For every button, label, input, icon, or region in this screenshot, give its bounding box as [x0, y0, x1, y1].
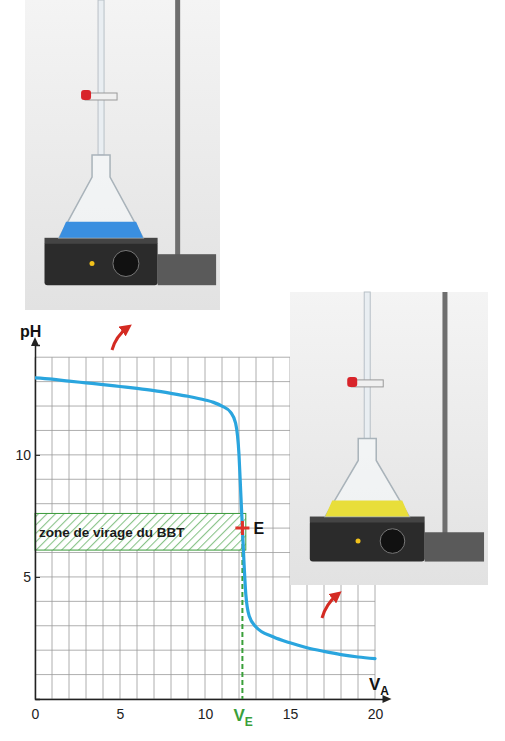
photo	[290, 292, 488, 585]
grid-line-y	[35, 625, 375, 626]
x-tick: 0	[32, 699, 40, 722]
stand-rod	[442, 292, 447, 544]
indicator-zone	[35, 513, 246, 550]
photo	[25, 0, 220, 310]
stand-rod	[175, 0, 180, 267]
y-tick: 10	[15, 447, 40, 463]
y-tick-label: 10	[15, 447, 31, 463]
stirrer-light	[356, 539, 361, 544]
stirrer-top	[45, 238, 158, 244]
stand-base	[425, 532, 484, 561]
arrow	[322, 595, 337, 618]
equivalence-volume-label-sub: E	[245, 715, 253, 729]
y-axis: 5 10	[15, 346, 40, 700]
x-tick-label: 10	[198, 706, 214, 722]
flask	[59, 155, 143, 238]
x-tick-label: 20	[368, 706, 384, 722]
x-axis-title-main: V	[369, 675, 381, 694]
y-tick-mark	[35, 455, 40, 456]
x-axis-title-sub: A	[380, 684, 389, 698]
grid-line-y	[35, 674, 375, 675]
y-tick: 5	[23, 569, 40, 585]
equivalence-volume-label: VE	[233, 706, 252, 729]
stirrer	[45, 242, 158, 285]
x-tick: 10	[198, 699, 214, 722]
stirrer-light	[90, 261, 95, 266]
burette	[98, 0, 104, 155]
arrow	[112, 328, 127, 350]
x-tick-label: 5	[117, 706, 125, 722]
chart: 05101520510pHVAEzone de virage du BBTVE	[0, 0, 505, 741]
equivalence-point	[235, 521, 249, 535]
x-axis-arrow-stem	[384, 698, 385, 700]
x-axis-title: VA	[369, 675, 389, 698]
x-tick-label: 0	[32, 706, 40, 722]
photo-background	[290, 292, 488, 585]
y-axis-title: pH	[20, 323, 41, 340]
grid-line-y	[35, 601, 375, 602]
x-axis: 0 5 10 15 20	[32, 699, 384, 722]
zone-label: zone de virage du BBT	[39, 525, 185, 540]
stirrer-knob	[113, 250, 139, 276]
x-tick: 5	[117, 699, 125, 722]
y-tick-label: 5	[23, 569, 31, 585]
stirrer	[310, 521, 425, 562]
stirrer-knob	[380, 529, 405, 554]
x-tick: 15	[283, 699, 299, 722]
flask	[325, 439, 409, 517]
equivalence-volume-label-main: V	[233, 706, 245, 725]
x-tick-label: 15	[283, 706, 299, 722]
flask-liquid	[325, 501, 409, 517]
stopcock-red	[81, 90, 91, 100]
stopcock-red	[347, 377, 357, 387]
burette	[364, 292, 370, 439]
x-tick: 20	[368, 699, 384, 722]
y-tick-mark	[35, 577, 40, 578]
x-axis-line	[36, 699, 385, 701]
stand-base	[158, 254, 217, 285]
equivalence-label: E	[253, 520, 264, 537]
photo-background	[25, 0, 220, 310]
stirrer-top	[310, 517, 425, 523]
flask-liquid	[59, 222, 143, 238]
y-axis-line	[36, 346, 41, 700]
